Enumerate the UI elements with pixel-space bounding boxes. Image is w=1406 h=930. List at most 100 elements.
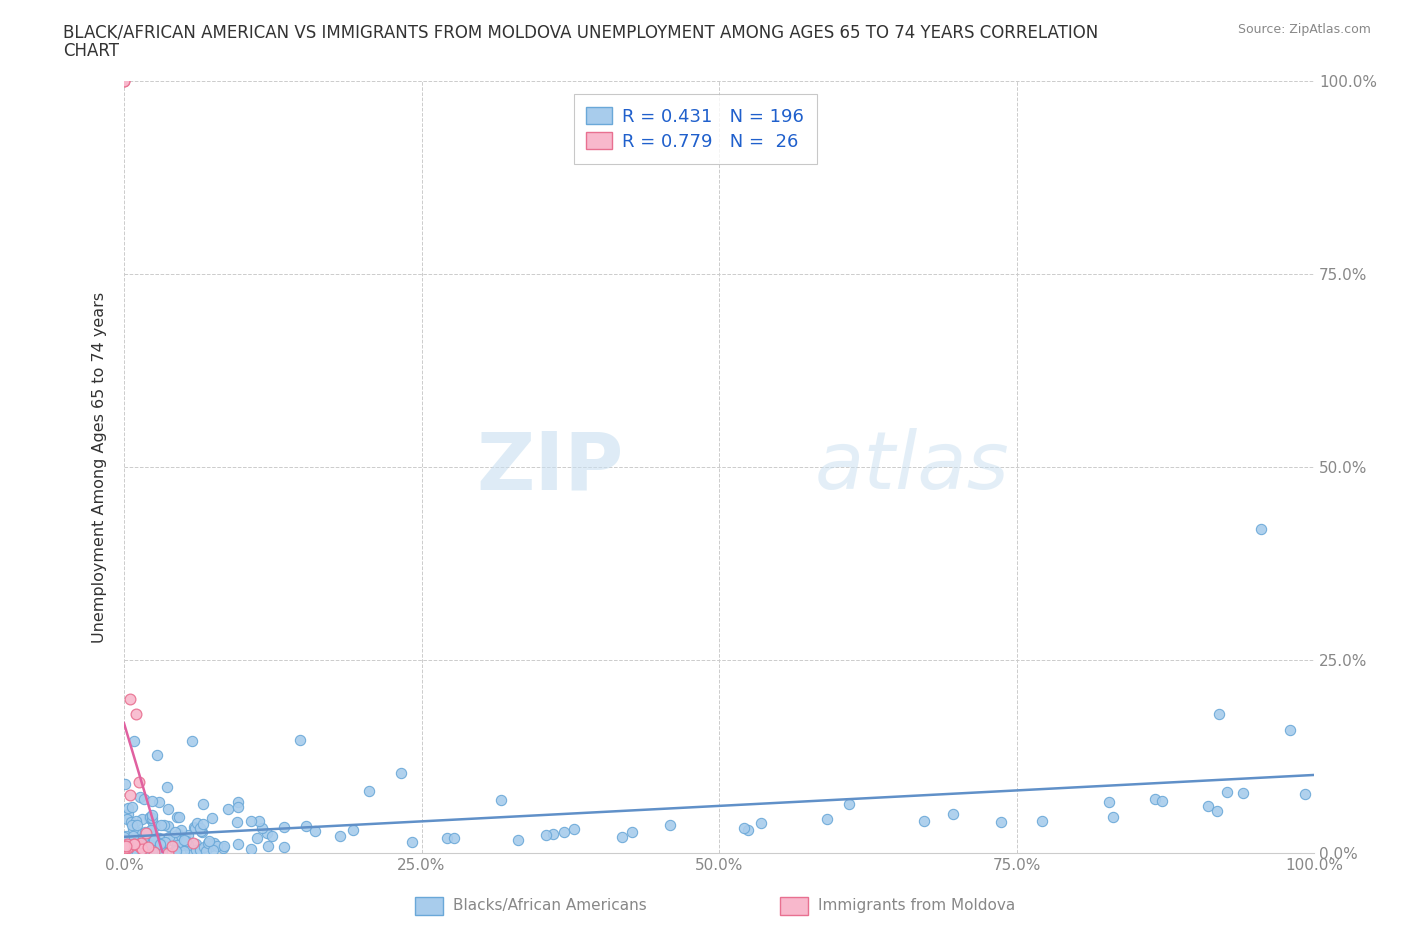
Point bbox=[125, 707, 148, 722]
Point bbox=[148, 794, 170, 809]
Point bbox=[153, 834, 176, 849]
Point bbox=[139, 823, 162, 838]
Point bbox=[139, 839, 162, 854]
Point bbox=[1208, 707, 1230, 722]
Point bbox=[188, 820, 211, 835]
Point bbox=[112, 830, 135, 844]
Point bbox=[143, 843, 166, 857]
Point bbox=[134, 824, 156, 839]
Point bbox=[120, 844, 142, 859]
Point bbox=[117, 806, 139, 821]
Point bbox=[114, 829, 136, 844]
Point bbox=[193, 840, 215, 855]
Point bbox=[202, 836, 225, 851]
Text: ZIP: ZIP bbox=[477, 429, 624, 506]
Point bbox=[190, 823, 212, 838]
Point bbox=[177, 828, 200, 843]
Point bbox=[246, 830, 269, 845]
Point bbox=[534, 827, 557, 842]
Point bbox=[120, 842, 142, 857]
Point bbox=[304, 824, 326, 839]
Point bbox=[120, 840, 142, 855]
Point bbox=[1250, 522, 1272, 537]
Point bbox=[191, 817, 214, 831]
Point bbox=[149, 837, 172, 852]
Point bbox=[167, 827, 190, 842]
Point bbox=[138, 810, 160, 825]
Point bbox=[129, 790, 152, 804]
Point bbox=[143, 818, 166, 833]
Point bbox=[217, 802, 239, 817]
Point bbox=[138, 811, 160, 826]
Point bbox=[118, 839, 141, 854]
Point bbox=[262, 829, 284, 844]
Point bbox=[553, 825, 575, 840]
Point bbox=[912, 813, 935, 828]
Point bbox=[118, 692, 141, 707]
Point bbox=[188, 841, 211, 856]
Point bbox=[122, 844, 145, 858]
Point bbox=[240, 814, 263, 829]
Point bbox=[562, 821, 585, 836]
Point bbox=[141, 843, 163, 857]
Point bbox=[184, 843, 207, 857]
Point bbox=[226, 800, 249, 815]
Point bbox=[141, 829, 163, 844]
Point bbox=[247, 814, 270, 829]
Point bbox=[149, 837, 172, 852]
Point bbox=[188, 843, 211, 857]
Point bbox=[142, 829, 165, 844]
Point bbox=[191, 796, 214, 811]
Point bbox=[115, 841, 138, 856]
Point bbox=[288, 732, 311, 747]
Y-axis label: Unemployment Among Ages 65 to 74 years: Unemployment Among Ages 65 to 74 years bbox=[93, 292, 107, 643]
Point bbox=[120, 842, 142, 857]
Point bbox=[194, 844, 217, 858]
Point bbox=[174, 834, 197, 849]
Point bbox=[122, 837, 145, 852]
Point bbox=[1279, 723, 1302, 737]
Point bbox=[142, 844, 165, 859]
Point bbox=[329, 829, 352, 844]
Point bbox=[165, 825, 187, 840]
Point bbox=[153, 817, 176, 832]
Point bbox=[177, 838, 200, 853]
Legend: R = 0.431   N = 196, R = 0.779   N =  26: R = 0.431 N = 196, R = 0.779 N = 26 bbox=[574, 94, 817, 164]
Point bbox=[128, 837, 150, 852]
Point bbox=[1098, 794, 1121, 809]
Point bbox=[114, 777, 136, 791]
Point bbox=[120, 815, 142, 830]
Point bbox=[181, 734, 204, 749]
Point bbox=[138, 839, 160, 854]
Point bbox=[212, 841, 235, 856]
Point bbox=[184, 820, 207, 835]
Point bbox=[167, 809, 190, 824]
Point bbox=[135, 828, 157, 843]
Text: CHART: CHART bbox=[63, 42, 120, 60]
Point bbox=[115, 831, 138, 846]
Point bbox=[146, 840, 169, 855]
Point bbox=[135, 829, 157, 844]
Point bbox=[128, 835, 150, 850]
Point bbox=[172, 838, 194, 853]
Point bbox=[190, 824, 212, 839]
Point bbox=[156, 779, 179, 794]
Point bbox=[186, 816, 208, 830]
Point bbox=[149, 844, 172, 858]
Point bbox=[658, 817, 681, 832]
Point bbox=[121, 800, 143, 815]
Point bbox=[1101, 810, 1123, 825]
Point bbox=[173, 844, 195, 858]
Point bbox=[131, 811, 153, 826]
Point bbox=[134, 844, 156, 858]
Point bbox=[138, 809, 160, 824]
Point bbox=[125, 814, 148, 829]
Point bbox=[148, 835, 170, 850]
Point bbox=[148, 844, 170, 859]
Point bbox=[183, 820, 205, 835]
Point bbox=[165, 843, 187, 857]
Point bbox=[131, 836, 153, 851]
Point bbox=[142, 833, 165, 848]
Text: Blacks/African Americans: Blacks/African Americans bbox=[453, 898, 647, 913]
Point bbox=[131, 843, 153, 857]
